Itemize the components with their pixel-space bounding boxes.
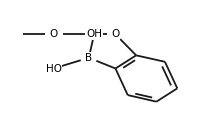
Text: B: B [85,53,92,63]
Text: O: O [111,29,120,39]
Text: HO: HO [46,64,62,73]
Text: OH: OH [86,29,102,39]
Text: O: O [49,29,58,39]
